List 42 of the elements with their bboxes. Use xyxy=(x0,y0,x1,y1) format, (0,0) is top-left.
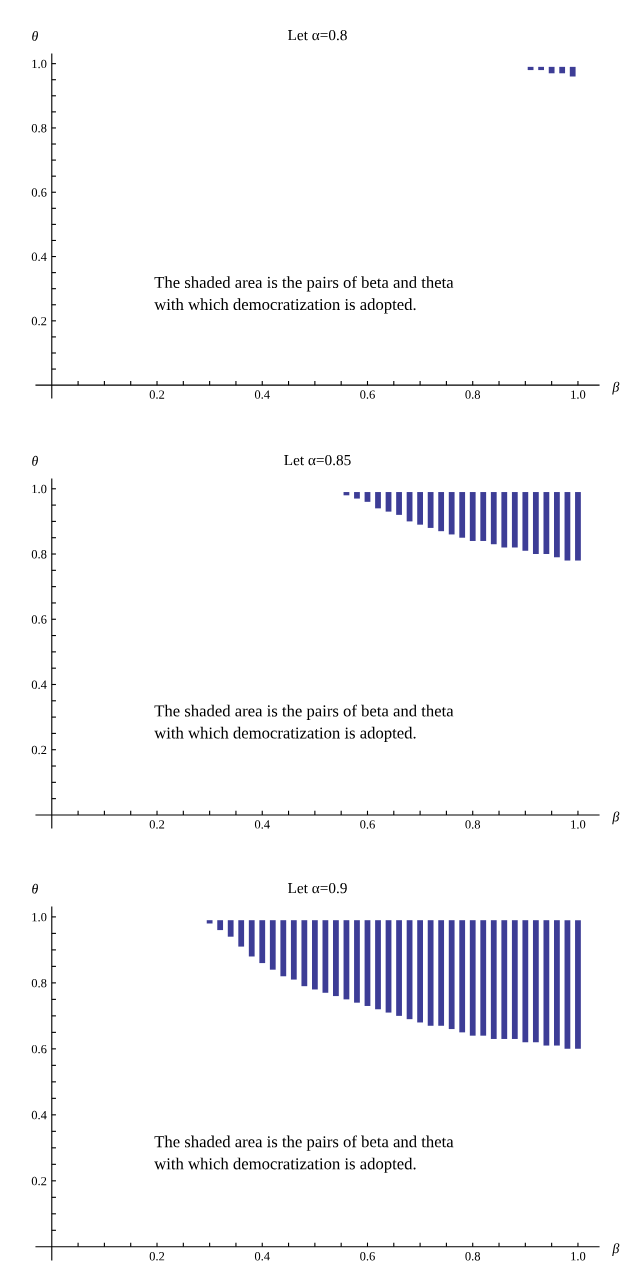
x-tick-label: 0.6 xyxy=(360,1252,375,1261)
y-tick-label: 0.8 xyxy=(31,123,47,133)
x-tick-label: 1.0 xyxy=(571,390,586,399)
y-tick-label: 0.4 xyxy=(31,1110,47,1120)
chart-title: Let α=0.85 xyxy=(284,454,351,466)
y-tick-label: 0.6 xyxy=(31,1044,47,1054)
y-tick-label: 0.8 xyxy=(31,978,47,988)
x-tick-label: 0.2 xyxy=(149,820,165,829)
y-axis-title: θ xyxy=(32,31,38,41)
y-tick-label: 0.2 xyxy=(31,316,47,326)
y-tick-label: 0.6 xyxy=(31,615,47,624)
y-tick-label: 0.4 xyxy=(31,252,47,262)
y-tick-label: 0.2 xyxy=(31,1176,47,1186)
y-tick-label: 1.0 xyxy=(32,59,47,69)
annotation: The shaded area is the pairs of beta and theta with which democratization is adopted. xyxy=(154,1135,454,1173)
chart-title: Let α=0.8 xyxy=(287,29,347,41)
x-tick-label: 1.0 xyxy=(571,820,586,829)
x-tick-label: 0.4 xyxy=(254,390,270,399)
y-axis-title: θ xyxy=(32,455,38,466)
x-axis-title: β xyxy=(612,381,620,395)
x-tick-label: 0.4 xyxy=(254,1252,270,1261)
x-axis-title: β xyxy=(612,811,620,825)
x-tick-label: 0.8 xyxy=(465,1252,481,1261)
y-tick-label: 0.4 xyxy=(31,680,47,689)
chart-title: Let α=0.9 xyxy=(287,882,347,894)
y-axis-title: θ xyxy=(32,883,38,894)
x-axis-title: β xyxy=(612,1243,620,1257)
annotation: The shaded area is the pairs of beta and theta with which democratization is adopted. xyxy=(154,276,454,314)
x-tick-label: 0.8 xyxy=(465,820,481,829)
x-tick-label: 0.4 xyxy=(254,820,270,829)
x-tick-label: 0.8 xyxy=(465,390,481,399)
annotation: The shaded area is the pairs of beta and theta with which democratization is adopted. xyxy=(154,704,454,742)
x-tick-label: 0.6 xyxy=(360,820,375,829)
y-tick-label: 1.0 xyxy=(32,484,47,494)
x-tick-label: 0.6 xyxy=(360,390,375,399)
x-tick-label: 1.0 xyxy=(571,1252,586,1261)
y-tick-label: 0.2 xyxy=(31,745,47,755)
x-tick-label: 0.2 xyxy=(149,1252,165,1261)
y-tick-label: 0.6 xyxy=(31,188,47,197)
x-tick-label: 0.2 xyxy=(149,390,165,399)
y-tick-label: 1.0 xyxy=(32,912,47,922)
y-tick-label: 0.8 xyxy=(31,550,47,559)
